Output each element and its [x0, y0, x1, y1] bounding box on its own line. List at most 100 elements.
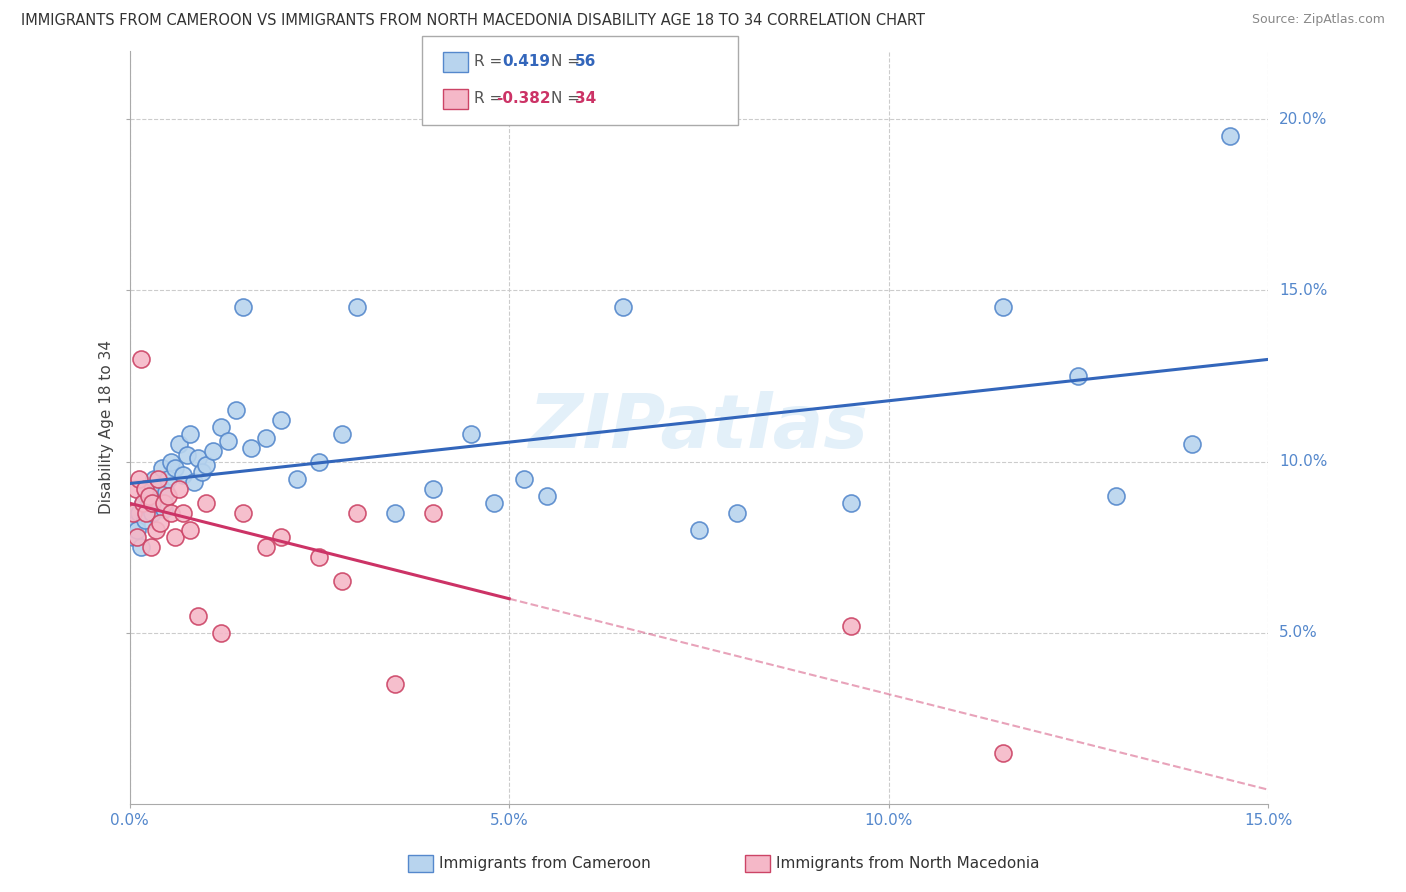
Point [132, 495, 155, 509]
Text: ZIPatlas: ZIPatlas [529, 391, 869, 464]
Point [122, 506, 145, 520]
Point [150, 461, 173, 475]
Text: R =: R = [474, 91, 508, 106]
Point [460, 427, 482, 442]
Text: N =: N = [551, 91, 585, 106]
Text: 20.0%: 20.0% [1279, 112, 1327, 127]
Point [149, 516, 172, 531]
Point [165, 461, 187, 475]
Point [240, 441, 263, 455]
Text: 5.0%: 5.0% [1279, 625, 1317, 640]
Point [190, 465, 212, 479]
Point [330, 574, 353, 589]
Point [139, 540, 162, 554]
Point [225, 403, 247, 417]
Point [209, 625, 232, 640]
Text: 15.0%: 15.0% [1279, 283, 1327, 298]
Point [839, 495, 862, 509]
Point [187, 451, 209, 466]
Point [270, 413, 292, 427]
Point [991, 746, 1014, 760]
Text: -0.382: -0.382 [496, 91, 551, 106]
Point [1219, 129, 1241, 144]
Point [134, 513, 156, 527]
Point [172, 506, 194, 520]
Point [308, 454, 330, 468]
Point [165, 530, 187, 544]
Point [141, 495, 163, 509]
Text: R =: R = [474, 54, 508, 70]
Text: 10.0%: 10.0% [1279, 454, 1327, 469]
Point [384, 506, 406, 520]
Point [346, 301, 368, 315]
Point [139, 482, 162, 496]
Point [194, 458, 217, 472]
Point [145, 523, 167, 537]
Point [1181, 437, 1204, 451]
Point [285, 472, 308, 486]
Point [155, 485, 177, 500]
Point [308, 550, 330, 565]
Point [482, 495, 505, 509]
Point [187, 608, 209, 623]
Text: Immigrants from North Macedonia: Immigrants from North Macedonia [776, 856, 1039, 871]
Point [160, 506, 183, 520]
Point [176, 448, 198, 462]
Text: 34: 34 [575, 91, 596, 106]
Point [172, 468, 194, 483]
Point [202, 444, 225, 458]
Point [125, 482, 148, 496]
Point [254, 431, 277, 445]
Point [183, 475, 205, 489]
Point [167, 482, 190, 496]
Point [156, 489, 179, 503]
Point [127, 530, 149, 544]
Point [142, 472, 165, 486]
Point [145, 489, 167, 503]
Point [209, 420, 232, 434]
Text: N =: N = [551, 54, 585, 70]
Text: IMMIGRANTS FROM CAMEROON VS IMMIGRANTS FROM NORTH MACEDONIA DISABILITY AGE 18 TO: IMMIGRANTS FROM CAMEROON VS IMMIGRANTS F… [21, 13, 925, 29]
Point [422, 506, 444, 520]
Point [254, 540, 277, 554]
Text: Immigrants from Cameroon: Immigrants from Cameroon [439, 856, 651, 871]
Point [135, 506, 157, 520]
Point [149, 478, 172, 492]
Point [128, 472, 150, 486]
Text: Source: ZipAtlas.com: Source: ZipAtlas.com [1251, 13, 1385, 27]
Point [991, 301, 1014, 315]
Point [128, 506, 150, 520]
Point [132, 495, 155, 509]
Point [179, 427, 201, 442]
Point [346, 506, 368, 520]
Point [513, 472, 536, 486]
Point [167, 437, 190, 451]
Point [160, 454, 183, 468]
Point [138, 489, 160, 503]
Point [134, 482, 156, 496]
Point [127, 523, 149, 537]
Point [839, 619, 862, 633]
Point [152, 495, 174, 509]
Y-axis label: Disability Age 18 to 34: Disability Age 18 to 34 [100, 340, 114, 515]
Point [156, 472, 179, 486]
Point [194, 495, 217, 509]
Point [138, 499, 160, 513]
Point [536, 489, 558, 503]
Point [141, 506, 163, 520]
Point [1105, 489, 1128, 503]
Text: 0.419: 0.419 [502, 54, 550, 70]
Point [330, 427, 353, 442]
Point [129, 540, 152, 554]
Point [270, 530, 292, 544]
Point [232, 301, 254, 315]
Point [1067, 368, 1090, 383]
Point [232, 506, 254, 520]
Point [179, 523, 201, 537]
Point [148, 495, 170, 509]
Point [152, 502, 174, 516]
Point [125, 516, 148, 531]
Text: 56: 56 [575, 54, 596, 70]
Point [688, 523, 710, 537]
Point [135, 489, 157, 503]
